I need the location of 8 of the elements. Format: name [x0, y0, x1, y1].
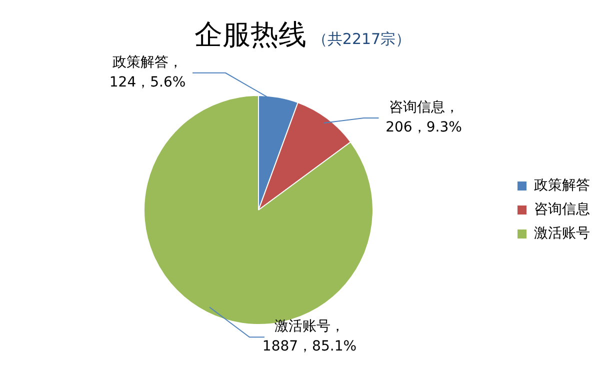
chart-subtitle: （共2217宗）	[312, 30, 411, 48]
data-label: 咨询信息， 206，9.3%	[386, 100, 462, 136]
legend-label: 政策解答	[534, 178, 590, 194]
legend-label: 激活账号	[534, 226, 590, 242]
legend-label: 咨询信息	[534, 202, 590, 218]
data-label: 激活账号， 1887，85.1%	[262, 318, 357, 355]
data-label: 政策解答， 124，5.6%	[109, 54, 186, 91]
chart-title: 企服热线	[194, 18, 306, 51]
